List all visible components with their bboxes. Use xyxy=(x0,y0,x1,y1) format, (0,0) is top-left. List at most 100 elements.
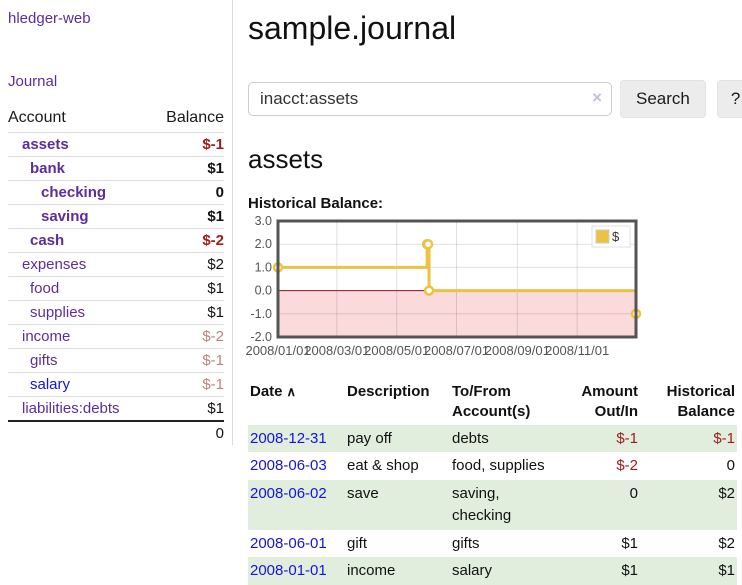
register-balance-cell: $-1 xyxy=(640,425,737,453)
register-date-cell: 2008-06-02 xyxy=(248,480,345,530)
register-table: Date∧ Description To/From Account(s) Amo… xyxy=(248,380,737,585)
register-accounts-cell: salary xyxy=(450,557,552,585)
sidebar-account-link[interactable]: expenses xyxy=(22,256,86,273)
register-header-date: Date∧ xyxy=(248,380,345,425)
register-description-cell: pay off xyxy=(345,425,450,453)
sidebar-account-link[interactable]: cash xyxy=(30,232,64,249)
transaction-date-link[interactable]: 2008-06-01 xyxy=(250,535,327,552)
account-balance: $1 xyxy=(150,397,224,422)
accounts-table: Account Balance assets $-1 bank $1 checking 0… xyxy=(8,107,224,445)
register-balance-cell: 0 xyxy=(640,452,737,480)
register-amount-cell: $-2 xyxy=(552,452,640,480)
sidebar-account-link[interactable]: gifts xyxy=(30,352,58,369)
register-description-cell: save xyxy=(345,480,450,530)
sort-ascending-icon: ∧ xyxy=(287,384,297,399)
register-header-accounts: To/From Account(s) xyxy=(450,380,552,425)
sidebar-account-link[interactable]: checking xyxy=(41,184,106,201)
account-row: gifts $-1 xyxy=(8,349,224,373)
sidebar-item-journal[interactable]: Journal xyxy=(8,73,224,90)
svg-text:2008/09/01: 2008/09/01 xyxy=(485,343,550,358)
sidebar-account-link[interactable]: assets xyxy=(22,136,69,153)
svg-text:-1.0: -1.0 xyxy=(250,307,272,321)
account-balance: $1 xyxy=(150,205,224,229)
register-description-cell: income xyxy=(345,557,450,585)
sidebar-account-link[interactable]: supplies xyxy=(30,304,85,321)
register-date-cell: 2008-06-01 xyxy=(248,530,345,558)
account-row: saving $1 xyxy=(8,205,224,229)
account-balance: $2 xyxy=(150,253,224,277)
account-balance: $1 xyxy=(150,157,224,181)
sidebar-account-link[interactable]: saving xyxy=(41,208,89,225)
help-button[interactable]: ? xyxy=(717,80,742,118)
search-bar: × Search ? xyxy=(248,80,742,118)
account-balance: $-2 xyxy=(150,325,224,349)
account-row: assets $-1 xyxy=(8,133,224,157)
register-amount-cell: 0 xyxy=(552,480,640,530)
svg-text:-2.0: -2.0 xyxy=(250,330,272,344)
search-input[interactable] xyxy=(248,82,612,116)
register-amount-cell: $1 xyxy=(552,557,640,585)
account-row: salary $-1 xyxy=(8,373,224,397)
register-description-cell: eat & shop xyxy=(345,452,450,480)
register-balance-cell: $2 xyxy=(640,480,737,530)
account-balance: $-1 xyxy=(150,349,224,373)
search-button[interactable]: Search xyxy=(620,80,706,118)
transaction-date-link[interactable]: 2008-12-31 xyxy=(250,430,327,447)
account-row: income $-2 xyxy=(8,325,224,349)
main-content: sample.journal × Search ? assets Histori… xyxy=(233,0,742,585)
accounts-header-account: Account xyxy=(8,107,150,133)
sidebar-account-link[interactable]: liabilities:debts xyxy=(22,400,120,417)
brand-link[interactable]: hledger-web xyxy=(8,10,224,27)
sidebar-account-link[interactable]: bank xyxy=(30,160,65,177)
accounts-total-value: 0 xyxy=(150,421,224,445)
sidebar-account-link[interactable]: income xyxy=(22,328,70,345)
svg-text:2008/11/01: 2008/11/01 xyxy=(545,343,609,358)
account-row: cash$-2 xyxy=(8,229,224,253)
account-row: checking 0 xyxy=(8,181,224,205)
svg-text:1.0: 1.0 xyxy=(255,260,272,274)
svg-text:2008/01/01: 2008/01/01 xyxy=(245,343,310,358)
account-balance: $1 xyxy=(150,301,224,325)
svg-text:2008/03/01: 2008/03/01 xyxy=(304,343,369,358)
svg-text:2.0: 2.0 xyxy=(255,237,272,251)
register-description-cell: gift xyxy=(345,530,450,558)
transaction-date-link[interactable]: 2008-01-01 xyxy=(250,562,327,579)
sidebar-account-link[interactable]: food xyxy=(30,280,59,297)
register-header-amount: Amount Out/In xyxy=(552,380,640,425)
account-row: food $1 xyxy=(8,277,224,301)
register-header-balance: Historical Balance xyxy=(640,380,737,425)
accounts-header-balance: Balance xyxy=(150,107,224,133)
transaction-date-link[interactable]: 2008-06-02 xyxy=(250,485,327,502)
register-date-cell: 2008-12-31 xyxy=(248,425,345,453)
register-header-description: Description xyxy=(345,380,450,425)
accounts-total-spacer xyxy=(8,421,150,445)
sidebar-account-link[interactable]: salary xyxy=(30,376,70,393)
account-balance: 0 xyxy=(150,181,224,205)
account-balance: $-1 xyxy=(150,133,224,157)
register-balance-cell: $2 xyxy=(640,530,737,558)
svg-text:2008/05/01: 2008/05/01 xyxy=(364,343,429,358)
chart-heading: Historical Balance: xyxy=(248,195,742,212)
register-accounts-cell: debts xyxy=(450,425,552,453)
clear-search-icon[interactable]: × xyxy=(592,88,602,108)
register-amount-cell: $-1 xyxy=(552,425,640,453)
account-balance: $1 xyxy=(150,277,224,301)
register-balance-cell: $1 xyxy=(640,557,737,585)
register-date-cell: 2008-06-03 xyxy=(248,452,345,480)
register-date-cell: 2008-01-01 xyxy=(248,557,345,585)
svg-text:0.0: 0.0 xyxy=(255,284,272,298)
account-row: expenses $2 xyxy=(8,253,224,277)
account-balance: $-1 xyxy=(150,373,224,397)
register-accounts-cell: food, supplies xyxy=(450,452,552,480)
transaction-date-link[interactable]: 2008-06-03 xyxy=(250,457,327,474)
svg-text:2008/07/01: 2008/07/01 xyxy=(424,343,489,358)
page-title: sample.journal xyxy=(248,10,742,47)
